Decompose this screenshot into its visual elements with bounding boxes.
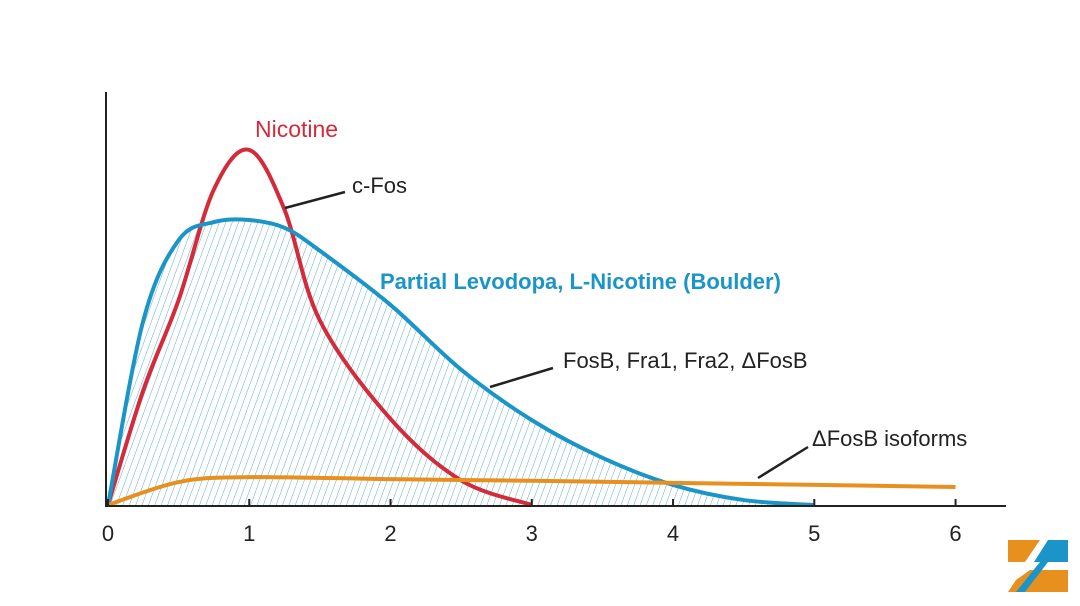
annotation: c-Fos — [352, 173, 407, 198]
series-label: Nicotine — [255, 116, 338, 142]
line — [106, 147, 533, 507]
annotation: FosB, Fra1, Fra2, ΔFosB — [563, 348, 808, 373]
leader-line — [757, 445, 809, 480]
leader-line — [284, 190, 346, 210]
x-tick-label: 3 — [526, 521, 538, 546]
x-tick-label: 2 — [384, 521, 396, 546]
series-label: ΔFosB isoforms — [812, 426, 967, 451]
x-tick-label: 0 — [102, 521, 114, 546]
line — [107, 475, 956, 507]
x-tick-label: 5 — [808, 521, 820, 546]
x-tick-label: 1 — [243, 521, 255, 546]
logo — [1008, 540, 1068, 592]
x-tick-label: 6 — [949, 521, 961, 546]
series-label: Partial Levodopa, L-Nicotine (Boulder) — [380, 269, 781, 294]
area-fill — [108, 219, 815, 506]
leader-line — [489, 366, 554, 389]
x-tick-label: 4 — [667, 521, 679, 546]
